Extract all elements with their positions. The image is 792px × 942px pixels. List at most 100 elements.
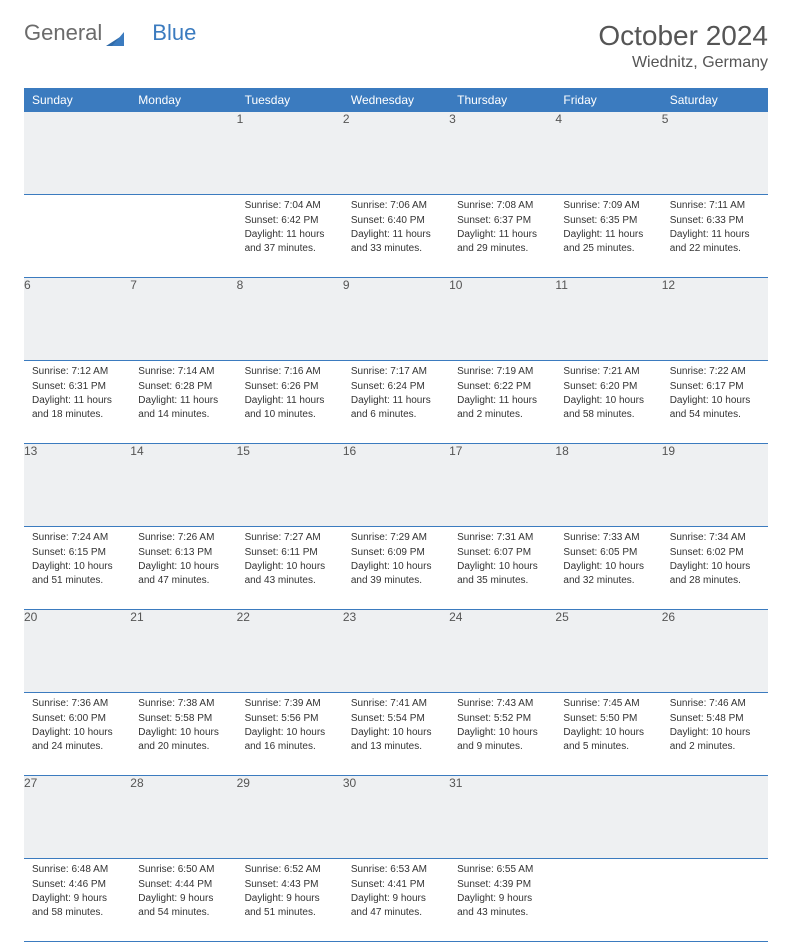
sunset-text: Sunset: 6:09 PM	[351, 546, 441, 560]
sunset-text: Sunset: 6:24 PM	[351, 380, 441, 394]
sunrise-text: Sunrise: 7:08 AM	[457, 199, 547, 213]
week-row: Sunrise: 7:04 AMSunset: 6:42 PMDaylight:…	[24, 195, 768, 278]
daylight-text: Daylight: 9 hours and 58 minutes.	[32, 892, 122, 919]
day-header: Saturday	[662, 88, 768, 112]
day-number-cell: 29	[237, 776, 343, 859]
sunset-text: Sunset: 6:20 PM	[563, 380, 653, 394]
daylight-text: Daylight: 10 hours and 16 minutes.	[245, 726, 335, 753]
day-number-cell: 9	[343, 278, 449, 361]
sunrise-text: Sunrise: 7:34 AM	[670, 531, 760, 545]
sunset-text: Sunset: 5:58 PM	[138, 712, 228, 726]
sunset-text: Sunset: 4:41 PM	[351, 878, 441, 892]
daynum-row: 20212223242526	[24, 610, 768, 693]
sunrise-text: Sunrise: 6:53 AM	[351, 863, 441, 877]
daylight-text: Daylight: 10 hours and 24 minutes.	[32, 726, 122, 753]
day-cell: Sunrise: 7:43 AMSunset: 5:52 PMDaylight:…	[449, 693, 555, 776]
day-header-row: Sunday Monday Tuesday Wednesday Thursday…	[24, 88, 768, 112]
sunrise-text: Sunrise: 7:26 AM	[138, 531, 228, 545]
day-number-cell: 17	[449, 444, 555, 527]
sunset-text: Sunset: 4:44 PM	[138, 878, 228, 892]
location-label: Wiednitz, Germany	[598, 54, 768, 72]
sunset-text: Sunset: 6:31 PM	[32, 380, 122, 394]
week-row: Sunrise: 7:12 AMSunset: 6:31 PMDaylight:…	[24, 361, 768, 444]
day-header: Sunday	[24, 88, 130, 112]
day-number-cell: 6	[24, 278, 130, 361]
daylight-text: Daylight: 11 hours and 22 minutes.	[670, 228, 760, 255]
logo-text-blue: Blue	[152, 20, 196, 46]
sunset-text: Sunset: 6:15 PM	[32, 546, 122, 560]
daynum-row: 6789101112	[24, 278, 768, 361]
daynum-row: 2728293031	[24, 776, 768, 859]
day-number-cell: 20	[24, 610, 130, 693]
daylight-text: Daylight: 9 hours and 51 minutes.	[245, 892, 335, 919]
daylight-text: Daylight: 9 hours and 47 minutes.	[351, 892, 441, 919]
sunset-text: Sunset: 5:56 PM	[245, 712, 335, 726]
sunrise-text: Sunrise: 7:45 AM	[563, 697, 653, 711]
sunset-text: Sunset: 5:48 PM	[670, 712, 760, 726]
day-number-cell: 30	[343, 776, 449, 859]
sunrise-text: Sunrise: 7:11 AM	[670, 199, 760, 213]
day-cell	[130, 195, 236, 278]
sunset-text: Sunset: 6:00 PM	[32, 712, 122, 726]
sunset-text: Sunset: 6:35 PM	[563, 214, 653, 228]
day-cell: Sunrise: 7:39 AMSunset: 5:56 PMDaylight:…	[237, 693, 343, 776]
daylight-text: Daylight: 10 hours and 43 minutes.	[245, 560, 335, 587]
day-header: Tuesday	[237, 88, 343, 112]
day-cell: Sunrise: 6:53 AMSunset: 4:41 PMDaylight:…	[343, 859, 449, 942]
sunset-text: Sunset: 6:28 PM	[138, 380, 228, 394]
sunrise-text: Sunrise: 7:24 AM	[32, 531, 122, 545]
day-number-cell: 11	[555, 278, 661, 361]
day-number-cell: 27	[24, 776, 130, 859]
daylight-text: Daylight: 9 hours and 43 minutes.	[457, 892, 547, 919]
day-cell: Sunrise: 7:06 AMSunset: 6:40 PMDaylight:…	[343, 195, 449, 278]
day-number-cell: 26	[662, 610, 768, 693]
sunset-text: Sunset: 6:11 PM	[245, 546, 335, 560]
day-number-cell	[662, 776, 768, 859]
day-number-cell: 3	[449, 112, 555, 195]
sunrise-text: Sunrise: 7:04 AM	[245, 199, 335, 213]
calendar-body: 12345Sunrise: 7:04 AMSunset: 6:42 PMDayl…	[24, 112, 768, 942]
sunrise-text: Sunrise: 7:22 AM	[670, 365, 760, 379]
day-number-cell: 19	[662, 444, 768, 527]
day-number-cell: 16	[343, 444, 449, 527]
sunrise-text: Sunrise: 6:55 AM	[457, 863, 547, 877]
week-row: Sunrise: 6:48 AMSunset: 4:46 PMDaylight:…	[24, 859, 768, 942]
day-number-cell: 1	[237, 112, 343, 195]
week-row: Sunrise: 7:36 AMSunset: 6:00 PMDaylight:…	[24, 693, 768, 776]
day-cell: Sunrise: 7:33 AMSunset: 6:05 PMDaylight:…	[555, 527, 661, 610]
day-number-cell: 4	[555, 112, 661, 195]
day-number-cell: 21	[130, 610, 236, 693]
daylight-text: Daylight: 11 hours and 6 minutes.	[351, 394, 441, 421]
sunrise-text: Sunrise: 7:21 AM	[563, 365, 653, 379]
sunset-text: Sunset: 6:07 PM	[457, 546, 547, 560]
day-number-cell	[555, 776, 661, 859]
day-cell: Sunrise: 7:12 AMSunset: 6:31 PMDaylight:…	[24, 361, 130, 444]
sunset-text: Sunset: 5:52 PM	[457, 712, 547, 726]
sunrise-text: Sunrise: 7:39 AM	[245, 697, 335, 711]
sunrise-text: Sunrise: 6:50 AM	[138, 863, 228, 877]
sunset-text: Sunset: 6:22 PM	[457, 380, 547, 394]
sunset-text: Sunset: 6:02 PM	[670, 546, 760, 560]
sunrise-text: Sunrise: 7:43 AM	[457, 697, 547, 711]
day-number-cell: 10	[449, 278, 555, 361]
day-cell: Sunrise: 7:34 AMSunset: 6:02 PMDaylight:…	[662, 527, 768, 610]
daylight-text: Daylight: 10 hours and 39 minutes.	[351, 560, 441, 587]
day-number-cell: 7	[130, 278, 236, 361]
day-cell: Sunrise: 6:55 AMSunset: 4:39 PMDaylight:…	[449, 859, 555, 942]
day-number-cell: 13	[24, 444, 130, 527]
daylight-text: Daylight: 10 hours and 9 minutes.	[457, 726, 547, 753]
daylight-text: Daylight: 10 hours and 35 minutes.	[457, 560, 547, 587]
sunrise-text: Sunrise: 7:14 AM	[138, 365, 228, 379]
day-cell: Sunrise: 7:27 AMSunset: 6:11 PMDaylight:…	[237, 527, 343, 610]
day-cell: Sunrise: 7:08 AMSunset: 6:37 PMDaylight:…	[449, 195, 555, 278]
daylight-text: Daylight: 11 hours and 18 minutes.	[32, 394, 122, 421]
day-cell: Sunrise: 6:50 AMSunset: 4:44 PMDaylight:…	[130, 859, 236, 942]
day-number-cell: 22	[237, 610, 343, 693]
day-cell: Sunrise: 7:36 AMSunset: 6:00 PMDaylight:…	[24, 693, 130, 776]
day-cell: Sunrise: 7:29 AMSunset: 6:09 PMDaylight:…	[343, 527, 449, 610]
sunrise-text: Sunrise: 7:36 AM	[32, 697, 122, 711]
day-cell: Sunrise: 7:21 AMSunset: 6:20 PMDaylight:…	[555, 361, 661, 444]
daylight-text: Daylight: 11 hours and 33 minutes.	[351, 228, 441, 255]
sunset-text: Sunset: 4:43 PM	[245, 878, 335, 892]
sunset-text: Sunset: 4:39 PM	[457, 878, 547, 892]
